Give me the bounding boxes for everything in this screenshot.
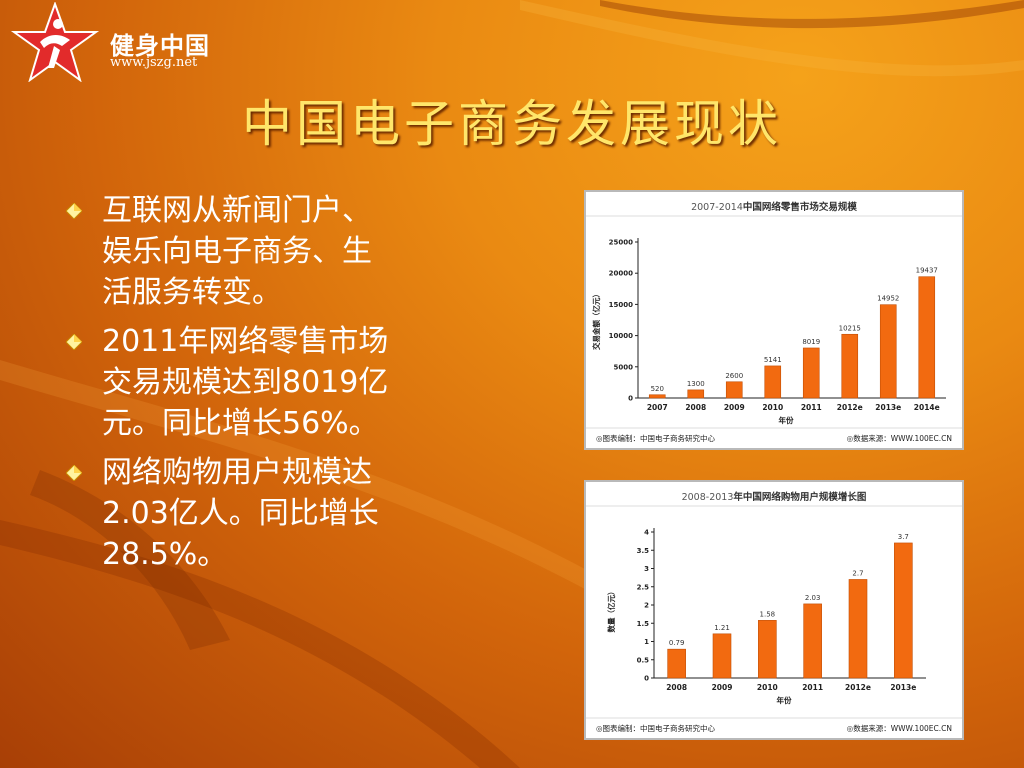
bullet-line: 娱乐向电子商务、生 xyxy=(102,234,372,269)
data-label: 2600 xyxy=(725,372,743,380)
y-tick-label: 2 xyxy=(644,602,649,610)
chart-source-note: ◎图表编制：中国电子商务研究中心 xyxy=(596,723,716,733)
chart-data-source: ◎数据来源：WWW.100EC.CN xyxy=(847,433,952,443)
data-label: 520 xyxy=(651,385,664,393)
bullet-line: 元。同比增长56%。 xyxy=(102,406,379,441)
x-tick-label: 2011 xyxy=(802,683,823,692)
chart-title: 2008-2013年中国网络购物用户规模增长图 xyxy=(682,491,867,503)
diamond-bullet-icon xyxy=(66,334,82,350)
bar xyxy=(725,381,743,399)
diamond-bullet-icon xyxy=(66,465,82,481)
bar xyxy=(848,579,868,679)
x-tick-label: 2010 xyxy=(757,683,778,692)
y-tick-label: 0 xyxy=(644,675,649,683)
retail-market-chart: 2007-2014中国网络零售市场交易规模 交易金额（亿元） 年份 ◎图表编制：… xyxy=(584,190,964,450)
chart-title: 2007-2014中国网络零售市场交易规模 xyxy=(691,201,857,213)
y-tick-label: 4 xyxy=(644,529,649,537)
bullet-line: 交易规模达到8019亿 xyxy=(102,365,389,400)
y-tick-label: 10000 xyxy=(609,332,633,340)
bar xyxy=(841,333,859,399)
data-label: 1.58 xyxy=(760,610,776,618)
bullet-list: 互联网从新闻门户、 娱乐向电子商务、生 活服务转变。 2011年网络零售市场 交… xyxy=(66,190,486,583)
retail-market-chart-svg: 2007-2014中国网络零售市场交易规模 交易金额（亿元） 年份 ◎图表编制：… xyxy=(586,201,962,443)
data-label: 2.7 xyxy=(852,569,863,577)
bullet-line: 28.5%。 xyxy=(102,537,228,572)
diamond-bullet-icon xyxy=(66,203,82,219)
x-tick-label: 2010 xyxy=(762,403,783,412)
bullet-line: 网络购物用户规模达 xyxy=(102,455,372,490)
x-axis-label: 年份 xyxy=(777,695,792,705)
x-tick-label: 2012e xyxy=(837,403,863,412)
bullet-line: 活服务转变。 xyxy=(102,275,282,310)
y-tick-label: 5000 xyxy=(614,363,634,371)
chart-source-note: ◎图表编制：中国电子商务研究中心 xyxy=(596,433,716,443)
bar xyxy=(918,276,936,399)
star-runner-icon xyxy=(10,2,100,82)
y-tick-label: 2.5 xyxy=(637,583,650,591)
y-tick-label: 25000 xyxy=(609,239,633,247)
x-tick-label: 2008 xyxy=(685,403,706,412)
y-tick-label: 15000 xyxy=(609,301,633,309)
slide-title: 中国电子商务发展现状 xyxy=(242,95,782,153)
x-tick-label: 2013e xyxy=(875,403,901,412)
bullet-line: 2011年网络零售市场 xyxy=(102,324,389,359)
data-label: 10215 xyxy=(839,324,861,332)
data-label: 1300 xyxy=(687,380,705,388)
bar xyxy=(712,633,732,679)
data-label: 0.79 xyxy=(669,639,685,647)
bar xyxy=(894,542,913,679)
bullet-item: 互联网从新闻门户、 娱乐向电子商务、生 活服务转变。 xyxy=(66,190,486,313)
x-tick-label: 2012e xyxy=(845,683,871,692)
bullet-item: 2011年网络零售市场 交易规模达到8019亿 元。同比增长56%。 xyxy=(66,321,486,444)
y-axis-label: 数量（亿元） xyxy=(606,588,616,633)
bullet-item: 网络购物用户规模达 2.03亿人。同比增长 28.5%。 xyxy=(66,452,486,575)
logo: 健身中国 www.jszg.net xyxy=(10,2,220,82)
x-tick-label: 2014e xyxy=(914,403,940,412)
bar xyxy=(687,389,705,399)
bar xyxy=(758,620,777,679)
online-shopping-users-chart: 2008-2013年中国网络购物用户规模增长图 数量（亿元） 年份 ◎图表编制：… xyxy=(584,480,964,740)
x-tick-label: 2007 xyxy=(647,403,668,412)
data-label: 19437 xyxy=(916,267,938,275)
data-label: 3.7 xyxy=(898,533,909,541)
data-label: 5141 xyxy=(764,356,782,364)
bar xyxy=(879,304,897,399)
bullet-line: 互联网从新闻门户、 xyxy=(102,193,372,228)
data-label: 2.03 xyxy=(805,594,821,602)
x-tick-label: 2011 xyxy=(801,403,822,412)
logo-url: www.jszg.net xyxy=(110,55,198,70)
y-tick-label: 3 xyxy=(644,565,649,573)
x-tick-label: 2009 xyxy=(712,683,733,692)
bar xyxy=(648,394,666,399)
y-tick-label: 1.5 xyxy=(637,620,650,628)
data-label: 8019 xyxy=(802,338,820,346)
data-label: 1.21 xyxy=(714,624,730,632)
bar xyxy=(667,648,686,679)
y-tick-label: 0.5 xyxy=(637,656,650,664)
y-tick-label: 1 xyxy=(644,638,649,646)
y-tick-label: 20000 xyxy=(609,270,633,278)
y-tick-label: 3.5 xyxy=(637,547,650,555)
x-tick-label: 2013e xyxy=(890,683,916,692)
bar xyxy=(764,365,782,399)
x-axis-label: 年份 xyxy=(779,415,794,425)
chart-data-source: ◎数据来源：WWW.100EC.CN xyxy=(847,723,952,733)
y-axis-label: 交易金额（亿元） xyxy=(591,290,601,350)
x-tick-label: 2008 xyxy=(666,683,687,692)
x-tick-label: 2009 xyxy=(724,403,745,412)
logo-name: 健身中国 xyxy=(110,32,210,60)
bullet-line: 2.03亿人。同比增长 xyxy=(102,496,379,531)
y-tick-label: 0 xyxy=(628,395,633,403)
data-label: 14952 xyxy=(877,295,899,303)
online-shopping-users-chart-svg: 2008-2013年中国网络购物用户规模增长图 数量（亿元） 年份 ◎图表编制：… xyxy=(586,491,962,733)
bar xyxy=(802,347,820,399)
bar xyxy=(803,603,822,679)
